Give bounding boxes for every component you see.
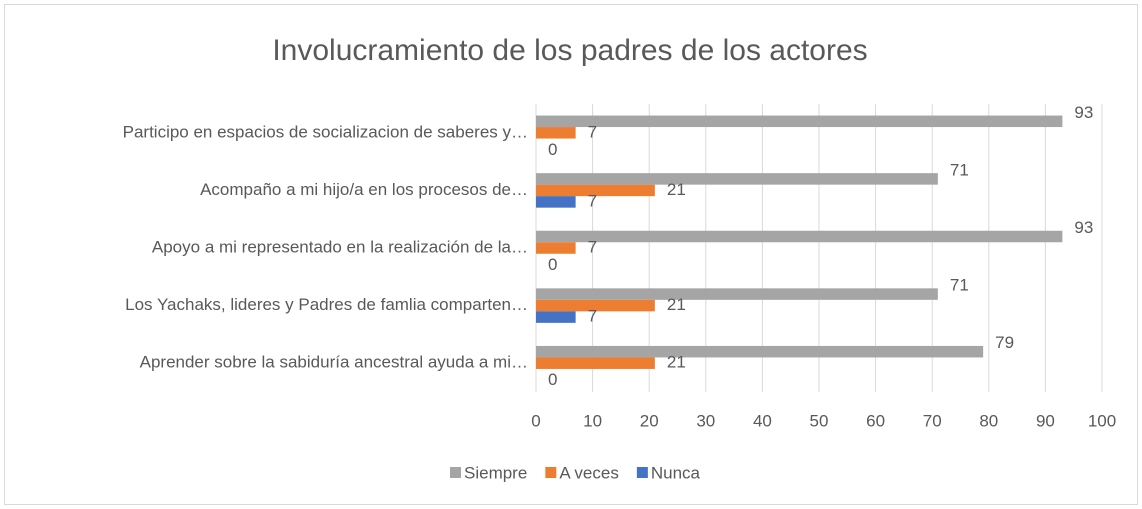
y-tick-label: Aprender sobre la sabiduría ancestral ay… <box>140 353 528 372</box>
legend-label: Nunca <box>651 463 701 482</box>
data-label: 93 <box>1074 103 1093 122</box>
x-tick-label: 10 <box>583 411 602 430</box>
chart-border <box>4 4 1138 505</box>
data-label: 7 <box>588 237 597 256</box>
x-tick-label: 100 <box>1088 411 1116 430</box>
bar <box>536 299 655 312</box>
data-label: 21 <box>667 353 686 372</box>
x-tick-label: 90 <box>1036 411 1055 430</box>
data-label: 0 <box>548 140 557 159</box>
data-label: 7 <box>588 191 597 210</box>
bar <box>536 196 576 208</box>
bar <box>536 173 938 185</box>
data-label: 21 <box>667 180 686 199</box>
x-tick-label: 70 <box>923 411 942 430</box>
bar <box>536 357 655 369</box>
y-tick-label: Participo en espacios de socializacion d… <box>123 122 528 141</box>
bar <box>536 230 1063 243</box>
data-label: 0 <box>548 370 557 389</box>
y-tick-label: Acompaño a mi hijo/a en los procesos de… <box>200 180 528 199</box>
y-tick-label: Los Yachaks, lideres y Padres de famlia … <box>125 295 528 314</box>
bar <box>536 288 938 300</box>
data-label: 21 <box>667 295 686 314</box>
bar <box>536 115 1063 128</box>
chart-title: Involucramiento de los padres de los act… <box>272 34 867 67</box>
data-label: 0 <box>548 255 557 274</box>
legend-swatch <box>545 467 557 478</box>
data-label: 71 <box>950 276 969 295</box>
legend-swatch <box>450 467 461 478</box>
bar <box>536 184 655 197</box>
legend-label: A veces <box>559 463 619 482</box>
bar <box>536 311 576 323</box>
data-label: 79 <box>995 333 1014 352</box>
bar <box>536 345 984 358</box>
x-tick-label: 20 <box>640 411 659 430</box>
x-tick-label: 80 <box>979 411 998 430</box>
legend-label: Siempre <box>464 463 527 482</box>
data-label: 7 <box>588 122 597 141</box>
data-label: 93 <box>1074 218 1093 237</box>
x-tick-label: 30 <box>696 411 715 430</box>
data-label: 7 <box>588 307 597 326</box>
y-tick-label: Apoyo a mi representado en la realizació… <box>152 237 528 256</box>
x-tick-label: 0 <box>531 411 540 430</box>
x-tick-label: 50 <box>810 411 829 430</box>
x-tick-label: 40 <box>753 411 772 430</box>
bar <box>536 127 576 139</box>
x-tick-label: 60 <box>866 411 885 430</box>
data-label: 71 <box>950 160 969 179</box>
legend-swatch <box>636 467 648 478</box>
bar <box>536 242 576 254</box>
